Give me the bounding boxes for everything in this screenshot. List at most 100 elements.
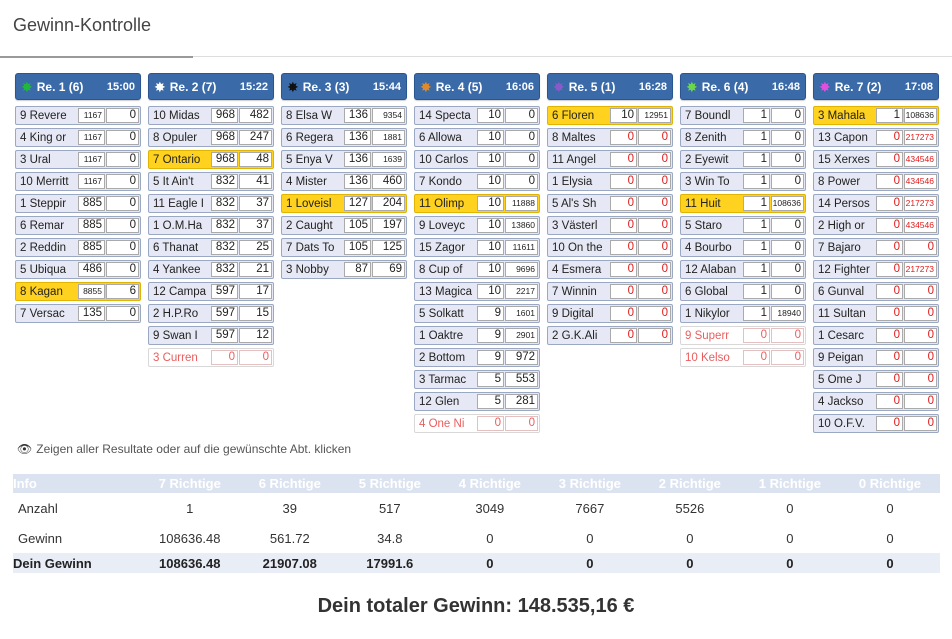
- race-header-4[interactable]: ✸ Re. 4 (5) 16:06: [414, 73, 540, 100]
- runner-row[interactable]: 10 Midas 968 482: [148, 106, 274, 125]
- runner-row[interactable]: 8 Power 0 434546: [813, 172, 939, 191]
- runner-row[interactable]: 3 Win To 1 0: [680, 172, 806, 191]
- runner-row[interactable]: 11 Olimp 10 11888: [414, 194, 540, 213]
- runner-row[interactable]: 9 Peigan 0 0: [813, 348, 939, 367]
- runner-row[interactable]: 3 Tarmac 5 553: [414, 370, 540, 389]
- runner-row[interactable]: 8 Opuler 968 247: [148, 128, 274, 147]
- runner-row[interactable]: 6 Remar 885 0: [15, 216, 141, 235]
- runner-row[interactable]: 7 Kondo 10 0: [414, 172, 540, 191]
- runner-row[interactable]: 8 Zenith 1 0: [680, 128, 806, 147]
- runner-row[interactable]: 11 Angel 0 0: [547, 150, 673, 169]
- runner-row[interactable]: 1 Nikylor 1 18940: [680, 304, 806, 323]
- runner-row[interactable]: 2 Eyewit 1 0: [680, 150, 806, 169]
- runner-name: 4 Yankee: [153, 263, 201, 276]
- runner-name: 3 Tarmac: [419, 373, 467, 386]
- runner-row[interactable]: 1 Loveisl 127 204: [281, 194, 407, 213]
- runner-row[interactable]: 10 On the 0 0: [547, 238, 673, 257]
- runner-row[interactable]: 3 Nobby 87 69: [281, 260, 407, 279]
- runner-row[interactable]: 1 Cesarc 0 0: [813, 326, 939, 345]
- race-header-2[interactable]: ✸ Re. 2 (7) 15:22: [148, 73, 274, 100]
- runner-row[interactable]: 2 High or 0 434546: [813, 216, 939, 235]
- runner-row[interactable]: 7 Bajaro 0 0: [813, 238, 939, 257]
- runner-row[interactable]: 9 Digital 0 0: [547, 304, 673, 323]
- runner-row[interactable]: 7 Versac 135 0: [15, 304, 141, 323]
- runner-row[interactable]: 1 Oaktre 9 2901: [414, 326, 540, 345]
- runner-row[interactable]: 2 Bottom 9 972: [414, 348, 540, 367]
- runner-row[interactable]: 10 O.F.V. 0 0: [813, 414, 939, 433]
- race-header-6[interactable]: ✸ Re. 6 (4) 16:48: [680, 73, 806, 100]
- runner-row[interactable]: 12 Campa 597 17: [148, 282, 274, 301]
- runner-row[interactable]: 12 Alaban 1 0: [680, 260, 806, 279]
- runner-row[interactable]: 5 It Ain't 832 41: [148, 172, 274, 191]
- runner-row[interactable]: 15 Xerxes 0 434546: [813, 150, 939, 169]
- runner-row[interactable]: 9 Swan I 597 12: [148, 326, 274, 345]
- runner-row[interactable]: 15 Zagor 10 11611: [414, 238, 540, 257]
- runner-row[interactable]: 5 Solkatt 9 1601: [414, 304, 540, 323]
- runner-payout: 12: [239, 328, 272, 343]
- runner-row[interactable]: 4 One Ni 0 0: [414, 414, 540, 433]
- runner-row[interactable]: 13 Magica 10 2217: [414, 282, 540, 301]
- runner-row[interactable]: 6 Regera 136 1881: [281, 128, 407, 147]
- show-results-hint[interactable]: 👁 Zeigen aller Resultate oder auf die ge…: [17, 442, 351, 456]
- runner-row[interactable]: 3 Ural 1167 0: [15, 150, 141, 169]
- runner-payout: 15: [239, 306, 272, 321]
- runner-row[interactable]: 1 Elysia 0 0: [547, 172, 673, 191]
- runner-row[interactable]: 9 Superr 0 0: [680, 326, 806, 345]
- race-header-7[interactable]: ✸ Re. 7 (2) 17:08: [813, 73, 939, 100]
- runner-row[interactable]: 7 Winnin 0 0: [547, 282, 673, 301]
- runner-row[interactable]: 2 G.K.Ali 0 0: [547, 326, 673, 345]
- runner-row[interactable]: 4 King or 1167 0: [15, 128, 141, 147]
- runner-row[interactable]: 6 Gunval 0 0: [813, 282, 939, 301]
- runner-row[interactable]: 7 Dats To 105 125: [281, 238, 407, 257]
- runner-row[interactable]: 2 Caught 105 197: [281, 216, 407, 235]
- results-cell: 0: [486, 530, 494, 546]
- runner-row[interactable]: 14 Persos 0 217273: [813, 194, 939, 213]
- runner-row[interactable]: 9 Revere 1167 0: [15, 106, 141, 125]
- runner-row[interactable]: 8 Cup of 10 9696: [414, 260, 540, 279]
- runner-row[interactable]: 13 Capon 0 217273: [813, 128, 939, 147]
- runner-row[interactable]: 11 Eagle I 832 37: [148, 194, 274, 213]
- runner-row[interactable]: 11 Huit 1 108636: [680, 194, 806, 213]
- runner-row[interactable]: 4 Jackso 0 0: [813, 392, 939, 411]
- runner-row[interactable]: 3 Curren 0 0: [148, 348, 274, 367]
- runner-row[interactable]: 3 Västerl 0 0: [547, 216, 673, 235]
- race-header-1[interactable]: ✸ Re. 1 (6) 15:00: [15, 73, 141, 100]
- runner-bet-count: 1167: [78, 108, 105, 123]
- runner-row[interactable]: 5 Al's Sh 0 0: [547, 194, 673, 213]
- runner-row[interactable]: 10 Merritt 1167 0: [15, 172, 141, 191]
- runner-row[interactable]: 12 Glen 5 281: [414, 392, 540, 411]
- runner-row[interactable]: 7 Boundl 1 0: [680, 106, 806, 125]
- runner-name: 8 Cup of: [419, 263, 463, 276]
- runner-row[interactable]: 2 H.P.Ro 597 15: [148, 304, 274, 323]
- race-header-5[interactable]: ✸ Re. 5 (1) 16:28: [547, 73, 673, 100]
- runner-bet-count: 885: [78, 240, 105, 255]
- runner-row[interactable]: 5 Staro 1 0: [680, 216, 806, 235]
- runner-row[interactable]: 8 Elsa W 136 9354: [281, 106, 407, 125]
- runner-row[interactable]: 8 Kagan 8855 6: [15, 282, 141, 301]
- runner-row[interactable]: 4 Yankee 832 21: [148, 260, 274, 279]
- runner-row[interactable]: 10 Kelso 0 0: [680, 348, 806, 367]
- runner-row[interactable]: 8 Maltes 0 0: [547, 128, 673, 147]
- runner-row[interactable]: 1 Steppir 885 0: [15, 194, 141, 213]
- runner-row[interactable]: 4 Mister 136 460: [281, 172, 407, 191]
- runner-row[interactable]: 5 Enya V 136 1639: [281, 150, 407, 169]
- runner-row[interactable]: 5 Ubiqua 486 0: [15, 260, 141, 279]
- runner-row[interactable]: 11 Sultan 0 0: [813, 304, 939, 323]
- runner-row[interactable]: 3 Mahala 1 108636: [813, 106, 939, 125]
- runner-row[interactable]: 1 O.M.Ha 832 37: [148, 216, 274, 235]
- runner-row[interactable]: 6 Global 1 0: [680, 282, 806, 301]
- runner-row[interactable]: 6 Allowa 10 0: [414, 128, 540, 147]
- runner-row[interactable]: 9 Loveyc 10 13860: [414, 216, 540, 235]
- runner-payout: 0: [904, 394, 937, 409]
- runner-row[interactable]: 6 Thanat 832 25: [148, 238, 274, 257]
- runner-row[interactable]: 7 Ontario 968 48: [148, 150, 274, 169]
- race-header-3[interactable]: ✸ Re. 3 (3) 15:44: [281, 73, 407, 100]
- runner-row[interactable]: 14 Specta 10 0: [414, 106, 540, 125]
- runner-row[interactable]: 10 Carlos 10 0: [414, 150, 540, 169]
- runner-row[interactable]: 12 Fighter 0 217273: [813, 260, 939, 279]
- runner-row[interactable]: 4 Bourbo 1 0: [680, 238, 806, 257]
- runner-row[interactable]: 6 Floren 10 12951: [547, 106, 673, 125]
- runner-row[interactable]: 4 Esmera 0 0: [547, 260, 673, 279]
- runner-row[interactable]: 2 Reddin 885 0: [15, 238, 141, 257]
